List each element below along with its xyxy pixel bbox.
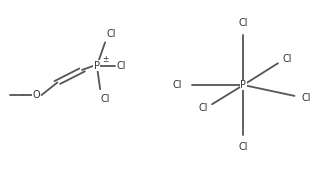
Text: Cl: Cl [101, 94, 110, 104]
Text: Cl: Cl [173, 80, 183, 90]
Text: Cl: Cl [302, 92, 311, 103]
Text: Cl: Cl [239, 142, 248, 152]
Text: Cl: Cl [282, 54, 292, 64]
Text: Cl: Cl [198, 103, 208, 113]
Text: Cl: Cl [106, 29, 116, 39]
Text: Cl: Cl [239, 18, 248, 28]
Text: P: P [94, 61, 100, 71]
Text: O: O [32, 90, 40, 100]
Text: Cl: Cl [117, 61, 126, 71]
Text: P: P [240, 80, 246, 90]
Text: ±: ± [102, 55, 108, 64]
